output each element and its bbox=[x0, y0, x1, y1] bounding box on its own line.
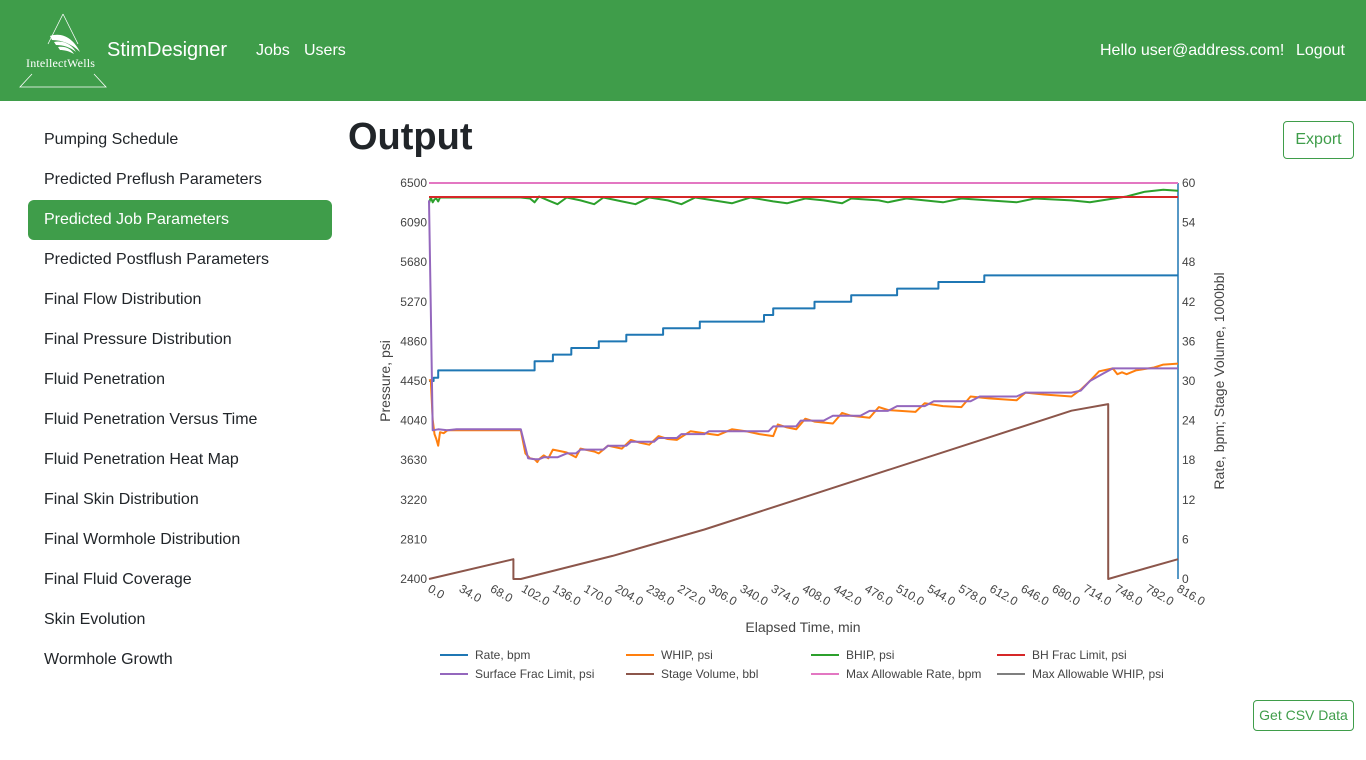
sidebar-item-fluid-penetration[interactable]: Fluid Penetration bbox=[44, 371, 165, 388]
x-tick-label: 68.0 bbox=[488, 581, 516, 605]
x-tick-label: 816.0 bbox=[1175, 581, 1208, 608]
y-left-tick-label: 6090 bbox=[400, 216, 427, 230]
sidebar-item-pumping-schedule[interactable]: Pumping Schedule bbox=[44, 131, 179, 148]
top-navbar: IntellectWells StimDesigner Jobs Users H… bbox=[0, 0, 1366, 101]
y-left-tick-label: 4450 bbox=[400, 374, 427, 388]
legend-label-7: Max Allowable WHIP, psi bbox=[1032, 667, 1164, 681]
sidebar-item-predicted-postflush-parameters[interactable]: Predicted Postflush Parameters bbox=[44, 251, 269, 268]
x-tick-label: 306.0 bbox=[706, 581, 739, 608]
y-left-tick-label: 2400 bbox=[400, 572, 427, 586]
y-right-tick-label: 6 bbox=[1182, 532, 1189, 546]
legend-label-4: Surface Frac Limit, psi bbox=[475, 667, 594, 681]
y-right-tick-label: 42 bbox=[1182, 295, 1196, 309]
y-right-tick-label: 18 bbox=[1182, 453, 1196, 467]
y-left-tick-label: 3220 bbox=[400, 493, 427, 507]
y-left-tick-label: 4860 bbox=[400, 334, 427, 348]
x-tick-label: 136.0 bbox=[550, 581, 583, 608]
y-left-tick-label: 3630 bbox=[400, 453, 427, 467]
y-right-tick-label: 24 bbox=[1182, 414, 1196, 428]
x-tick-label: 0.0 bbox=[426, 581, 448, 602]
logo-mark-icon bbox=[19, 13, 107, 88]
legend-label-1: WHIP, psi bbox=[661, 648, 713, 662]
legend-label-0: Rate, bpm bbox=[475, 648, 530, 662]
y-right-tick-label: 12 bbox=[1182, 493, 1196, 507]
legend-label-5: Stage Volume, bbl bbox=[661, 667, 758, 681]
x-tick-label: 510.0 bbox=[894, 581, 927, 608]
job-parameters-chart[interactable]: 2400281032203630404044504860527056806090… bbox=[340, 160, 1240, 690]
logo-text: IntellectWells bbox=[26, 56, 96, 70]
intellectwells-logo[interactable]: IntellectWells bbox=[18, 12, 108, 88]
x-tick-label: 340.0 bbox=[738, 581, 771, 608]
x-tick-label: 102.0 bbox=[519, 581, 552, 608]
y-left-tick-label: 5680 bbox=[400, 255, 427, 269]
x-tick-label: 748.0 bbox=[1112, 581, 1145, 608]
y-right-tick-label: 60 bbox=[1182, 176, 1196, 190]
x-tick-label: 782.0 bbox=[1143, 581, 1176, 608]
x-tick-label: 34.0 bbox=[457, 581, 485, 605]
sidebar-item-final-skin-distribution[interactable]: Final Skin Distribution bbox=[44, 491, 199, 508]
nav-users[interactable]: Users bbox=[304, 42, 346, 59]
x-tick-label: 680.0 bbox=[1050, 581, 1083, 608]
x-tick-label: 272.0 bbox=[675, 581, 708, 608]
y-left-tick-label: 5270 bbox=[400, 295, 427, 309]
sidebar-item-fluid-penetration-versus-time[interactable]: Fluid Penetration Versus Time bbox=[44, 411, 258, 428]
x-tick-label: 442.0 bbox=[831, 581, 864, 608]
user-greeting: Hello user@address.com! bbox=[1100, 42, 1285, 59]
x-tick-label: 544.0 bbox=[925, 581, 958, 608]
y-left-tick-label: 2810 bbox=[400, 532, 427, 546]
logout-link[interactable]: Logout bbox=[1296, 42, 1345, 59]
x-tick-label: 238.0 bbox=[644, 581, 677, 608]
y-right-tick-label: 48 bbox=[1182, 255, 1196, 269]
x-tick-label: 374.0 bbox=[769, 581, 802, 608]
sidebar-item-final-pressure-distribution[interactable]: Final Pressure Distribution bbox=[44, 331, 232, 348]
y-right-axis-title: Rate, bpm; Stage Volume, 1000bbl bbox=[1211, 272, 1227, 489]
x-tick-label: 714.0 bbox=[1081, 581, 1114, 608]
nav-jobs[interactable]: Jobs bbox=[256, 42, 290, 59]
sidebar-item-final-fluid-coverage[interactable]: Final Fluid Coverage bbox=[44, 571, 192, 588]
series-line-5 bbox=[428, 403, 1179, 580]
sidebar-item-predicted-job-parameters[interactable]: Predicted Job Parameters bbox=[28, 200, 332, 240]
y-right-tick-label: 30 bbox=[1182, 374, 1196, 388]
sidebar-item-skin-evolution[interactable]: Skin Evolution bbox=[44, 611, 146, 628]
x-tick-label: 408.0 bbox=[800, 581, 833, 608]
y-right-tick-label: 54 bbox=[1182, 216, 1196, 230]
get-csv-data-button[interactable]: Get CSV Data bbox=[1253, 700, 1354, 731]
y-right-tick-label: 36 bbox=[1182, 334, 1196, 348]
export-button[interactable]: Export bbox=[1283, 121, 1354, 159]
sidebar-item-fluid-penetration-heat-map[interactable]: Fluid Penetration Heat Map bbox=[44, 451, 239, 468]
series-line-0 bbox=[429, 274, 1178, 382]
x-tick-label: 170.0 bbox=[582, 581, 615, 608]
legend-label-3: BH Frac Limit, psi bbox=[1032, 648, 1127, 662]
sidebar-item-final-wormhole-distribution[interactable]: Final Wormhole Distribution bbox=[44, 531, 241, 548]
sidebar-item-predicted-preflush-parameters[interactable]: Predicted Preflush Parameters bbox=[44, 171, 262, 188]
series-line-4 bbox=[428, 200, 1178, 461]
page-title: Output bbox=[348, 116, 473, 158]
legend-label-6: Max Allowable Rate, bpm bbox=[846, 667, 981, 681]
x-tick-label: 204.0 bbox=[613, 581, 646, 608]
legend-label-2: BHIP, psi bbox=[846, 648, 894, 662]
x-tick-label: 612.0 bbox=[987, 581, 1020, 608]
app-brand[interactable]: StimDesigner bbox=[107, 39, 228, 61]
x-axis-title: Elapsed Time, min bbox=[745, 619, 860, 635]
x-tick-label: 578.0 bbox=[956, 581, 989, 608]
sidebar-item-wormhole-growth[interactable]: Wormhole Growth bbox=[44, 651, 173, 668]
y-right-tick-label: 0 bbox=[1182, 572, 1189, 586]
sidebar-item-final-flow-distribution[interactable]: Final Flow Distribution bbox=[44, 291, 202, 308]
y-left-tick-label: 4040 bbox=[400, 414, 427, 428]
x-tick-label: 646.0 bbox=[1018, 581, 1051, 608]
y-left-axis-title: Pressure, psi bbox=[377, 340, 393, 422]
x-tick-label: 476.0 bbox=[862, 581, 895, 608]
y-left-tick-label: 6500 bbox=[400, 176, 427, 190]
